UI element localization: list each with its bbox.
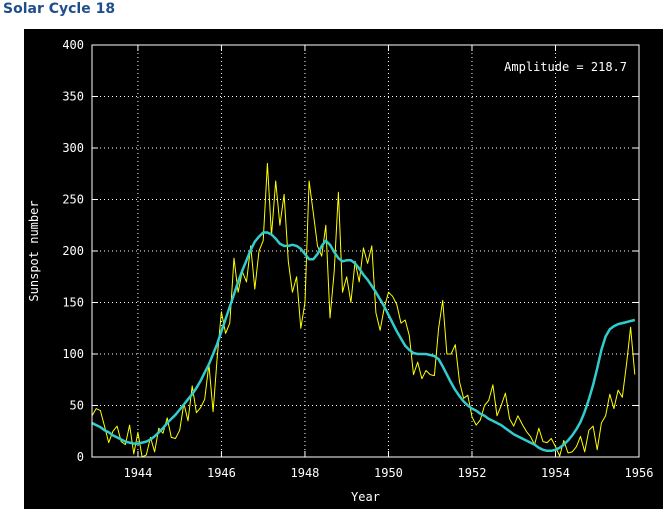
x-axis-label: Year xyxy=(351,490,380,504)
x-tick-label: 1946 xyxy=(207,466,236,480)
plot-series xyxy=(91,162,636,458)
axis-ticks: 0 50 100 150 200 250 300 350 400 1944 1946 1948 1950… xyxy=(62,38,653,480)
x-tick-label: 1952 xyxy=(458,466,487,480)
y-tick-label: 400 xyxy=(62,38,84,52)
page-title: Solar Cycle 18 xyxy=(3,1,116,17)
y-tick-label: 0 xyxy=(77,450,84,464)
monthly-series-line xyxy=(91,162,636,458)
y-tick-label: 200 xyxy=(62,244,84,258)
y-tick-label: 100 xyxy=(62,347,84,361)
chart-panel: 0 50 100 150 200 250 300 350 400 1944 1946 1948 1950… xyxy=(24,29,663,509)
y-tick-label: 300 xyxy=(62,141,84,155)
y-tick-label: 50 xyxy=(70,399,84,413)
y-tick-label: 250 xyxy=(62,193,84,207)
y-axis-label: Sunspot number xyxy=(27,200,41,301)
x-tick-label: 1944 xyxy=(123,466,152,480)
x-tick-label: 1948 xyxy=(291,466,320,480)
y-tick-label: 350 xyxy=(62,90,84,104)
x-tick-label: 1956 xyxy=(625,466,654,480)
y-tick-label: 150 xyxy=(62,296,84,310)
amplitude-annotation: Amplitude = 218.7 xyxy=(504,60,627,74)
sunspot-chart: 0 50 100 150 200 250 300 350 400 1944 1946 1948 1950… xyxy=(27,38,653,504)
x-tick-label: 1954 xyxy=(541,466,570,480)
smoothed-series-line xyxy=(91,231,636,453)
grid xyxy=(92,45,639,457)
x-tick-label: 1950 xyxy=(374,466,403,480)
